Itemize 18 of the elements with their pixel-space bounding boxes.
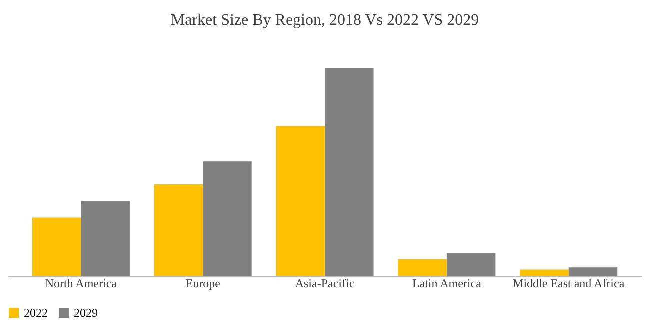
legend-label: 2029	[74, 306, 98, 320]
bar	[446, 253, 496, 276]
chart-title: Market Size By Region, 2018 Vs 2022 VS 2029	[170, 12, 480, 29]
bar	[154, 184, 204, 276]
x-tick-label: Latin America	[412, 276, 482, 290]
bar	[32, 218, 82, 276]
x-tick-label: Europe	[186, 276, 220, 290]
bar	[325, 68, 374, 276]
x-tick-label: Middle East and Africa	[513, 276, 626, 290]
bar	[203, 162, 252, 276]
x-tick-label: North America	[45, 276, 118, 290]
bar	[520, 270, 569, 276]
x-tick-label: Asia-Pacific	[295, 276, 355, 290]
bar	[568, 268, 618, 276]
bar	[81, 201, 130, 276]
bar	[398, 259, 447, 276]
bar	[276, 126, 325, 276]
legend-label: 2022	[24, 306, 48, 320]
